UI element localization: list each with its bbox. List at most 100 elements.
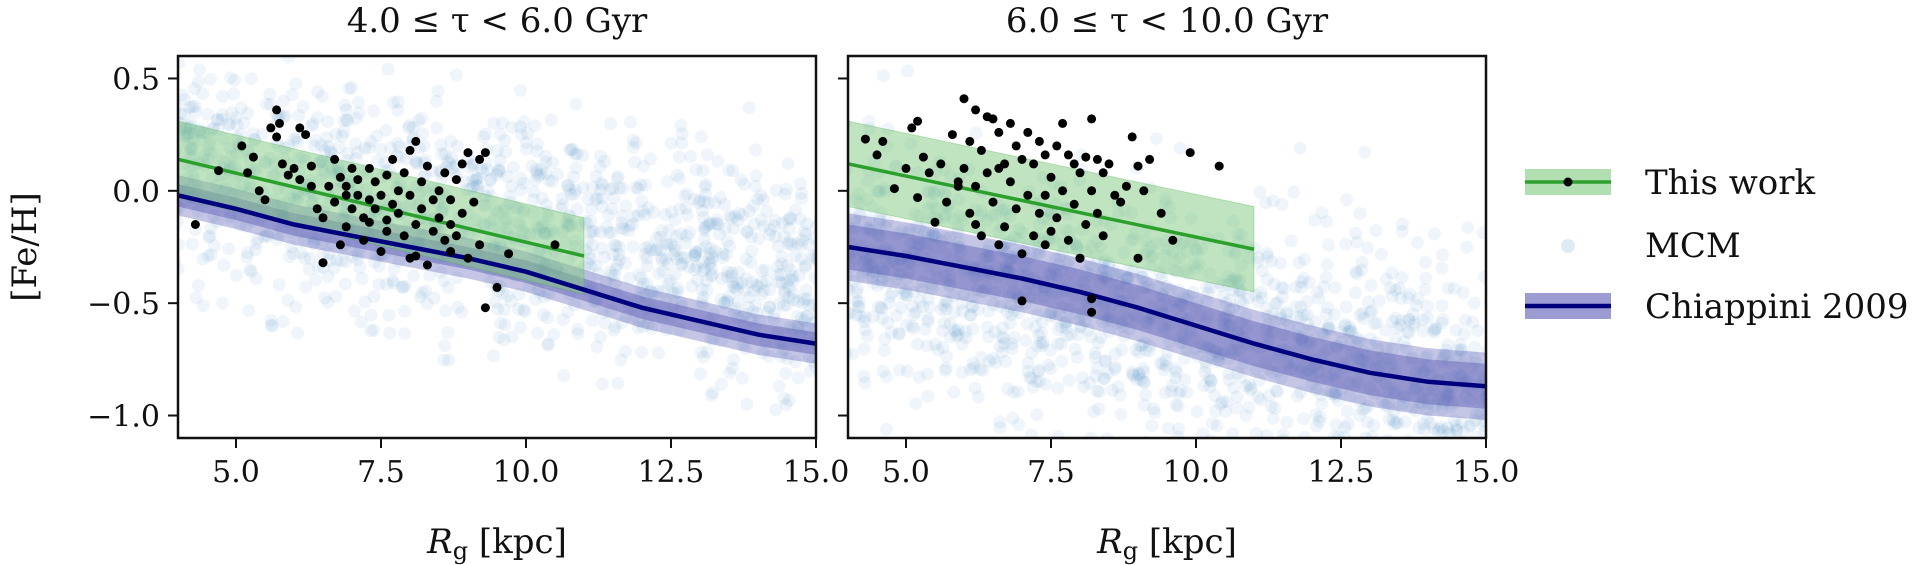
mcm-point: [441, 326, 455, 339]
mcm-point: [638, 241, 652, 255]
data-point: [1017, 249, 1027, 259]
mcm-point: [1024, 428, 1038, 438]
data-point: [1168, 235, 1178, 245]
mcm-point: [1274, 371, 1288, 385]
mcm-point: [755, 276, 769, 290]
mcm-point: [1084, 431, 1098, 438]
mcm-point: [570, 202, 584, 216]
mcm-point: [773, 297, 786, 311]
mcm-point: [687, 192, 701, 206]
mcm-point: [1053, 250, 1067, 264]
mcm-point: [1422, 359, 1435, 373]
mcm-point: [795, 311, 808, 325]
mcm-point: [1240, 321, 1254, 335]
data-point: [1092, 208, 1102, 218]
mcm-point: [807, 251, 816, 265]
mcm-point: [921, 312, 935, 326]
data-point: [1156, 208, 1166, 218]
mcm-point: [1132, 368, 1146, 382]
mcm-point: [568, 147, 582, 161]
data-point: [335, 240, 345, 250]
mcm-point: [935, 303, 949, 316]
mcm-point: [364, 135, 378, 149]
data-point: [330, 197, 340, 207]
mcm-point: [1030, 408, 1044, 422]
mcm-point: [1396, 396, 1410, 410]
data-point: [1005, 177, 1015, 187]
mcm-point: [913, 238, 927, 252]
mcm-point: [329, 127, 343, 141]
mcm-point: [805, 317, 816, 331]
mcm-point: [879, 220, 893, 234]
mcm-point: [1335, 383, 1349, 397]
mcm-point: [964, 363, 978, 377]
mcm-point: [1051, 430, 1065, 438]
data-point: [295, 123, 305, 133]
mcm-point: [1447, 282, 1461, 295]
mcm-point: [1024, 251, 1038, 264]
mcm-point: [1332, 430, 1345, 438]
mcm-point: [1362, 295, 1375, 309]
mcm-point: [555, 192, 569, 206]
data-point: [1040, 240, 1050, 250]
mcm-point: [911, 232, 925, 246]
mcm-point: [525, 159, 539, 173]
mcm-point: [1006, 411, 1020, 425]
mcm-point: [315, 237, 329, 251]
mcm-point: [315, 89, 329, 103]
mcm-point: [571, 322, 585, 336]
mcm-point: [1111, 380, 1125, 394]
mcm-point: [1258, 355, 1272, 369]
mcm-point: [827, 218, 840, 231]
mcm-point: [1060, 328, 1074, 342]
mcm-point: [542, 288, 556, 302]
mcm-point: [603, 265, 617, 279]
mcm-point: [1275, 198, 1289, 212]
mcm-point: [1195, 339, 1209, 353]
mcm-point: [966, 356, 980, 370]
data-point: [312, 204, 322, 214]
mcm-point: [1211, 349, 1225, 363]
mcm-point: [772, 379, 786, 393]
mcm-point: [781, 213, 795, 227]
mcm-point: [1077, 276, 1091, 290]
mcm-point: [857, 370, 871, 383]
mcm-point: [920, 367, 934, 381]
data-point: [982, 168, 992, 178]
mcm-point: [1397, 477, 1410, 490]
data-point: [1133, 161, 1143, 171]
mcm-point: [976, 363, 990, 377]
mcm-point: [1113, 276, 1127, 290]
mcm-point: [760, 204, 774, 218]
mcm-point: [291, 135, 305, 149]
mcm-point: [1421, 397, 1435, 411]
mcm-point: [895, 224, 909, 238]
mcm-point: [1058, 317, 1072, 331]
mcm-point: [612, 247, 626, 261]
mcm-point: [721, 295, 734, 309]
mcm-point: [891, 227, 905, 241]
mcm-point: [1349, 265, 1363, 279]
data-point: [1029, 159, 1039, 169]
mcm-point: [1488, 314, 1501, 327]
mcm-point: [1287, 185, 1301, 199]
mcm-point: [901, 226, 915, 240]
mcm-point: [1416, 417, 1430, 431]
mcm-point: [808, 271, 816, 285]
mcm-point: [744, 230, 758, 244]
mcm-point: [318, 143, 332, 157]
mcm-point: [918, 322, 932, 336]
mcm-point: [1273, 307, 1287, 321]
mcm-point: [731, 213, 745, 227]
mcm-point: [768, 213, 782, 227]
mcm-point: [964, 308, 978, 322]
mcm-point: [1084, 330, 1098, 344]
mcm-point: [911, 237, 925, 251]
mcm-point: [1419, 256, 1432, 269]
mcm-point: [1458, 313, 1472, 327]
mcm-point: [479, 127, 493, 141]
mcm-point: [926, 282, 939, 296]
mcm-point: [581, 257, 595, 271]
mcm-point: [636, 277, 650, 291]
mcm-point: [906, 299, 920, 313]
